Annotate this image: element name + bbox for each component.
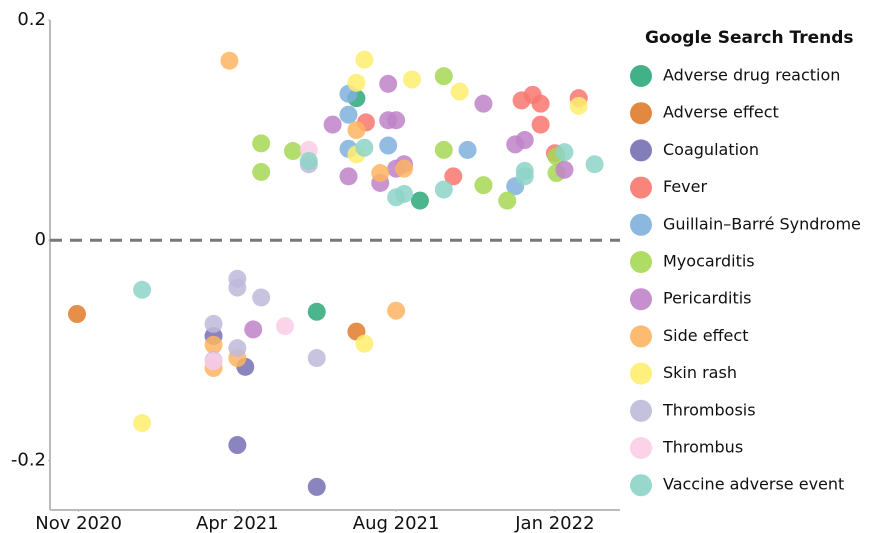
point bbox=[585, 155, 604, 174]
legend-swatch bbox=[630, 139, 652, 162]
point bbox=[555, 160, 574, 179]
point bbox=[299, 151, 318, 170]
point bbox=[355, 138, 374, 157]
legend-title: Google Search Trends bbox=[645, 28, 854, 48]
point bbox=[67, 305, 86, 323]
point bbox=[515, 131, 534, 150]
point bbox=[515, 167, 534, 186]
point bbox=[395, 184, 414, 203]
legend-swatch bbox=[630, 325, 652, 348]
legend-label: Skin rash bbox=[663, 363, 737, 382]
legend-label: Guillain–Barré Syndrome bbox=[663, 214, 861, 233]
point bbox=[569, 96, 588, 115]
y-tick-label: -0.2 bbox=[11, 449, 46, 470]
point bbox=[204, 314, 223, 333]
legend-swatch bbox=[630, 288, 652, 311]
legend-label: Coagulation bbox=[663, 140, 759, 159]
point bbox=[252, 162, 271, 181]
x-tick-label: Nov 2020 bbox=[35, 513, 122, 533]
point bbox=[204, 352, 223, 371]
legend-label: Myocarditis bbox=[663, 252, 755, 271]
point bbox=[474, 176, 493, 195]
point bbox=[228, 436, 247, 455]
point bbox=[275, 317, 294, 336]
point bbox=[347, 73, 366, 92]
point bbox=[474, 94, 493, 113]
legend-label: Side effect bbox=[663, 326, 748, 345]
x-tick-label: Apr 2021 bbox=[196, 513, 279, 533]
point bbox=[347, 121, 366, 140]
legend-swatch bbox=[630, 251, 652, 273]
point bbox=[395, 159, 414, 178]
point bbox=[283, 142, 302, 161]
point bbox=[379, 74, 398, 93]
point bbox=[323, 115, 342, 134]
point bbox=[410, 191, 429, 210]
point bbox=[339, 105, 358, 124]
point bbox=[252, 134, 271, 153]
y-tick-label: 0 bbox=[35, 229, 46, 250]
point bbox=[371, 164, 390, 183]
point bbox=[555, 143, 574, 162]
point bbox=[307, 349, 326, 368]
point bbox=[355, 50, 374, 69]
y-tick-label: 0.2 bbox=[17, 9, 46, 30]
legend-label: Thrombosis bbox=[662, 400, 756, 419]
point bbox=[387, 111, 406, 130]
point bbox=[252, 288, 271, 307]
legend-swatch bbox=[630, 65, 652, 87]
legend-swatch bbox=[630, 176, 652, 199]
legend-swatch bbox=[630, 362, 652, 385]
point bbox=[244, 320, 263, 339]
point bbox=[355, 334, 374, 353]
point bbox=[434, 180, 453, 199]
point bbox=[387, 301, 406, 320]
point bbox=[220, 51, 239, 70]
point bbox=[228, 339, 247, 358]
point bbox=[531, 94, 550, 113]
point bbox=[379, 136, 398, 155]
point bbox=[458, 140, 477, 159]
legend-swatch bbox=[630, 399, 652, 422]
point bbox=[450, 82, 469, 101]
point bbox=[307, 302, 326, 321]
legend-swatch bbox=[630, 102, 652, 125]
point bbox=[531, 115, 550, 134]
point bbox=[204, 335, 223, 354]
x-tick-label: Jan 2022 bbox=[514, 513, 594, 533]
point bbox=[434, 67, 453, 86]
point bbox=[498, 191, 517, 210]
legend-label: Pericarditis bbox=[663, 289, 752, 308]
legend-swatch bbox=[630, 213, 652, 236]
point bbox=[228, 278, 247, 297]
legend-label: Thrombus bbox=[662, 438, 743, 457]
legend-swatch bbox=[630, 474, 652, 497]
x-tick-label: Aug 2021 bbox=[353, 513, 440, 533]
point bbox=[434, 140, 453, 159]
point bbox=[339, 167, 358, 186]
legend-swatch bbox=[630, 437, 652, 459]
point bbox=[133, 280, 152, 299]
point bbox=[307, 477, 326, 496]
legend-label: Fever bbox=[663, 177, 707, 196]
legend-label: Vaccine adverse event bbox=[663, 475, 844, 494]
point bbox=[403, 70, 422, 89]
point bbox=[133, 414, 152, 433]
point bbox=[444, 167, 463, 186]
legend-label: Adverse effect bbox=[663, 103, 779, 122]
legend-label: Adverse drug reaction bbox=[663, 66, 840, 85]
